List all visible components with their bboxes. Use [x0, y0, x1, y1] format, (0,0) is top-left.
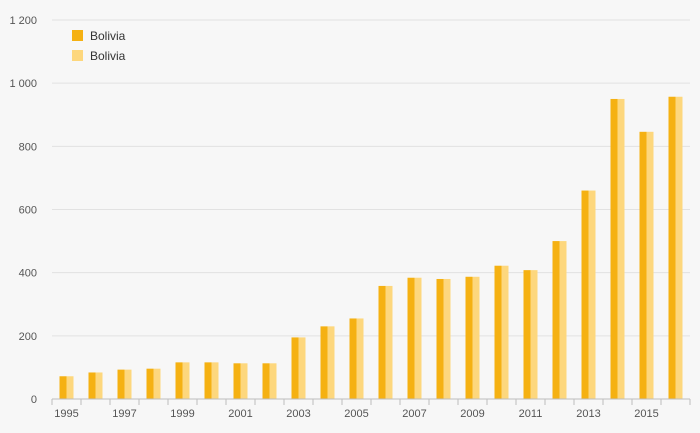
bar-1999-series-1: [175, 362, 183, 399]
legend-swatch-2: [72, 50, 83, 61]
legend-label-1: Bolivia: [90, 29, 126, 43]
bar-2014-series-2: [617, 98, 625, 399]
x-tick-label: 2013: [576, 408, 600, 420]
bar-2003-series-2: [298, 337, 306, 399]
y-tick-label: 600: [19, 205, 37, 217]
bar-2000-series-1: [204, 362, 212, 399]
bar-2007-series-2: [414, 277, 422, 399]
bar-2006-series-1: [378, 285, 386, 399]
y-tick-label: 200: [19, 331, 37, 343]
x-tick-label: 1999: [170, 408, 194, 420]
bar-1998-series-2: [153, 368, 161, 399]
bar-2001-series-2: [240, 363, 248, 399]
x-tick-label: 2015: [634, 408, 658, 420]
bar-2010-series-2: [501, 265, 509, 399]
bar-2011-series-2: [530, 270, 538, 399]
x-tick-label: 1997: [112, 408, 136, 420]
bar-2001-series-1: [233, 363, 241, 399]
y-tick-label: 400: [19, 268, 37, 280]
bar-2015-series-1: [639, 131, 647, 399]
bar-1996-series-2: [95, 372, 103, 399]
bar-2013-series-2: [588, 190, 596, 399]
bar-2008-series-2: [443, 278, 451, 399]
x-tick-label: 2003: [286, 408, 310, 420]
bar-2005-series-2: [356, 318, 364, 399]
y-axis: 0 200 400 600 800 1 000 1 200: [9, 15, 37, 406]
bar-2008-series-1: [436, 278, 444, 399]
y-tick-label: 1 000: [9, 78, 37, 90]
bar-2009-series-1: [465, 276, 473, 399]
bar-1995-series-2: [66, 376, 74, 399]
bar-2012-series-1: [552, 241, 560, 399]
bar-2006-series-2: [385, 285, 393, 399]
bar-2011-series-1: [523, 270, 531, 399]
x-tick-label: 1995: [54, 408, 78, 420]
legend: Bolivia Bolivia: [72, 29, 126, 63]
bar-1997-series-2: [124, 369, 132, 399]
bar-2005-series-1: [349, 318, 357, 399]
x-axis: 1995 1997 1999 2001 2003 2005 2007 2009 2011 2013…: [51, 398, 691, 420]
bar-1997-series-1: [117, 369, 125, 399]
bars: [59, 96, 683, 399]
x-tick-label: 2007: [402, 408, 426, 420]
x-tick-label: 2005: [344, 408, 368, 420]
bar-2004-series-1: [320, 326, 328, 399]
y-tick-label: 1 200: [9, 15, 37, 27]
bar-2009-series-2: [472, 276, 480, 399]
bar-2002-series-1: [262, 363, 270, 399]
bar-2016-series-2: [675, 96, 683, 399]
bar-1998-series-1: [146, 368, 154, 399]
bar-2000-series-2: [211, 362, 219, 399]
bar-2004-series-2: [327, 326, 335, 399]
bar-1996-series-1: [88, 372, 96, 399]
bar-2007-series-1: [407, 277, 415, 399]
x-tick-label: 2001: [228, 408, 252, 420]
bar-1995-series-1: [59, 376, 67, 399]
bar-2003-series-1: [291, 337, 299, 399]
bar-2014-series-1: [610, 98, 618, 399]
y-tick-label: 0: [31, 394, 37, 406]
bar-2015-series-2: [646, 131, 654, 399]
legend-swatch-1: [72, 30, 83, 41]
x-tick-label: 2011: [519, 408, 543, 420]
bar-2016-series-1: [668, 96, 676, 399]
bar-1999-series-2: [182, 362, 190, 399]
y-tick-label: 800: [19, 141, 37, 153]
bar-2010-series-1: [494, 265, 502, 399]
legend-label-2: Bolivia: [90, 49, 126, 63]
bar-2002-series-2: [269, 363, 277, 399]
bar-2013-series-1: [581, 190, 589, 399]
x-tick-label: 2009: [460, 408, 484, 420]
bar-2012-series-2: [559, 241, 567, 399]
